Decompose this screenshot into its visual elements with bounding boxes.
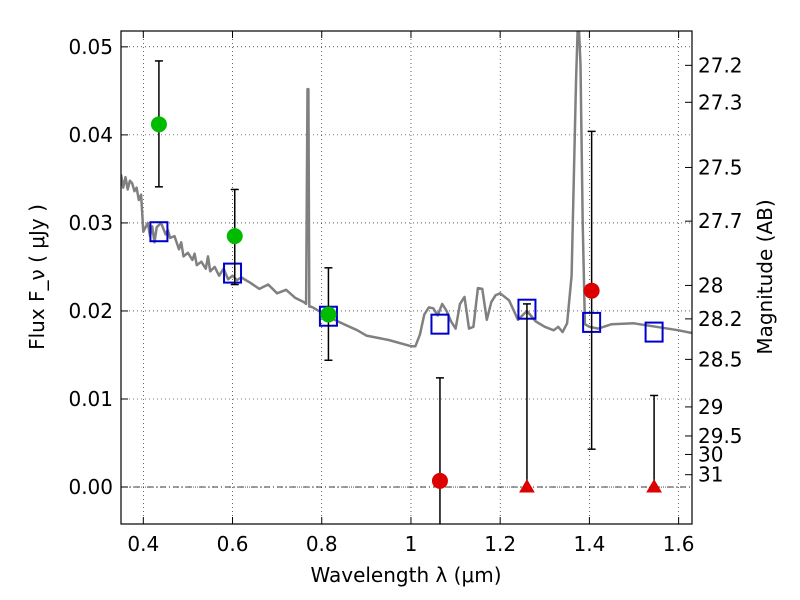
detection-point — [226, 228, 243, 245]
y-tick-label: 0.05 — [68, 35, 113, 59]
upper-limit-triangle — [646, 479, 662, 493]
right-tick-label: 27.3 — [698, 90, 743, 114]
right-tick-label: 28 — [698, 273, 723, 297]
y-tick-label: 0.02 — [68, 299, 113, 323]
right-tick-label: 28.5 — [698, 347, 743, 371]
right-tick-label: 29 — [698, 395, 723, 419]
nondetection-point — [431, 472, 448, 489]
right-tick-label: 29.5 — [698, 424, 743, 448]
upper-limit-triangle — [519, 479, 535, 493]
right-tick-label: 30 — [698, 442, 723, 466]
right-tick-label: 27.7 — [698, 209, 743, 233]
model-photometry-square — [644, 321, 664, 343]
x-tick-label: 0.4 — [127, 532, 159, 556]
plot-frame — [120, 30, 693, 525]
x-axis-label: Wavelength λ (μm) — [310, 563, 501, 587]
y-tick-label: 0.04 — [68, 123, 113, 147]
plot-area — [121, 31, 692, 524]
x-tick-label: 1.4 — [573, 532, 605, 556]
axis-ticks: 0.4 0.6 0.8 1 1.2 1.4 1.6 0.00 0.01 0.02 0.03 0.04 0… — [68, 31, 743, 556]
right-axis-label: Magnitude (AB) — [753, 199, 777, 354]
right-tick-label: 27.2 — [698, 53, 743, 77]
y-tick-label: 0.01 — [68, 387, 113, 411]
right-tick-label: 27.5 — [698, 155, 743, 179]
y-tick-label: 0.03 — [68, 211, 113, 235]
x-tick-label: 0.8 — [306, 532, 338, 556]
right-tick-label: 28.2 — [698, 307, 743, 331]
right-tick-label: 31 — [698, 463, 723, 487]
plot-background — [121, 31, 692, 524]
x-tick-label: 0.6 — [217, 532, 249, 556]
y-tick-label: 0.00 — [68, 475, 113, 499]
x-tick-label: 1.6 — [663, 532, 695, 556]
model-photometry-square — [430, 313, 450, 335]
model-photometry-square — [223, 262, 243, 284]
x-tick-label: 1.2 — [484, 532, 516, 556]
model-photometry-square — [149, 221, 169, 243]
detection-point — [150, 116, 167, 133]
y-axis-label: Flux F_ν ( μJy ) — [25, 204, 49, 350]
detection-point — [320, 306, 337, 323]
model-spectrum-line — [121, 31, 692, 348]
nondetection-point — [583, 282, 600, 299]
x-tick-label: 1 — [405, 532, 418, 556]
